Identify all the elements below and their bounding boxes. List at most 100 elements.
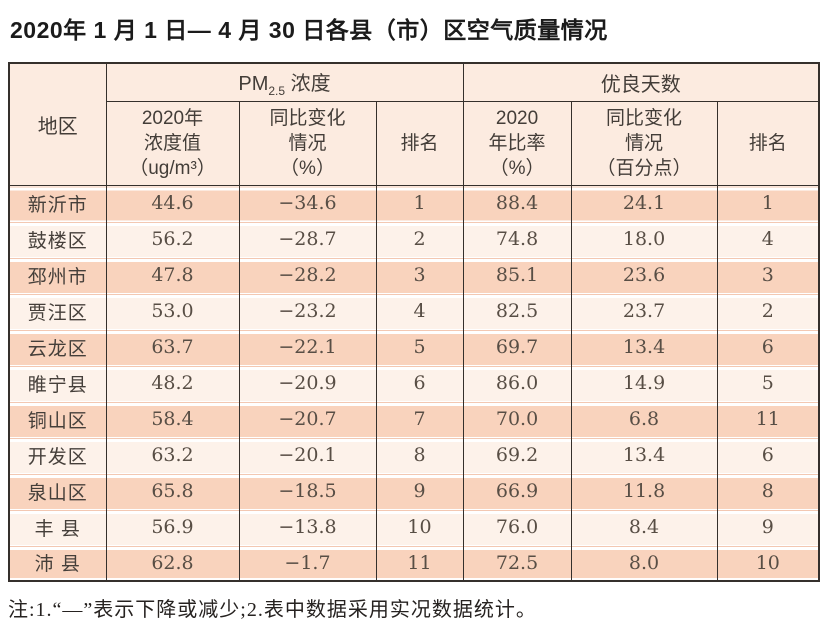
header-line: 情况 bbox=[625, 132, 664, 154]
cell-days-rank: 9 bbox=[716, 509, 820, 546]
cell-region: 泉山区 bbox=[9, 473, 106, 510]
cell-days-change: 23.7 bbox=[570, 293, 718, 330]
table-body: 新沂市 44.6 −34.6 1 88.4 24.1 1 鼓楼区 56.2 −2… bbox=[9, 185, 820, 582]
table-row: 云龙区 63.7 −22.1 5 69.7 13.4 6 bbox=[9, 329, 820, 366]
cell-days-rate: 66.9 bbox=[462, 473, 572, 510]
cell-days-change: 8.0 bbox=[570, 545, 718, 582]
cell-days-change: 24.1 bbox=[570, 185, 718, 222]
cell-days-rate: 69.7 bbox=[462, 329, 572, 366]
cell-pm-rank: 4 bbox=[375, 293, 464, 330]
air-quality-table: 地区 PM2.5 浓度 优良天数 2020年 浓度值 （ug/m³） 同比变化 … bbox=[8, 62, 821, 583]
cell-days-rate: 85.1 bbox=[462, 257, 572, 294]
header-sub-row: 2020年 浓度值 （ug/m³） 同比变化 情况 （%） 排名 2020 年比… bbox=[9, 100, 820, 186]
header-group-good-days: 优良天数 bbox=[462, 62, 820, 102]
header-line: （ug/m³） bbox=[129, 157, 216, 179]
cell-region: 丰 县 bbox=[9, 509, 106, 546]
cell-region: 铜山区 bbox=[9, 401, 106, 438]
cell-pm-rank: 8 bbox=[375, 437, 464, 474]
cell-pm-rank: 10 bbox=[375, 509, 464, 546]
cell-region: 云龙区 bbox=[9, 329, 106, 366]
table-row: 睢宁县 48.2 −20.9 6 86.0 14.9 5 bbox=[9, 365, 820, 402]
table-row: 泉山区 65.8 −18.5 9 66.9 11.8 8 bbox=[9, 473, 820, 510]
header-days-change: 同比变化 情况 （百分点） bbox=[570, 100, 718, 186]
header-line: 排名 bbox=[748, 132, 787, 154]
cell-days-change: 14.9 bbox=[570, 365, 718, 402]
cell-pm-rank: 3 bbox=[375, 257, 464, 294]
cell-days-change: 8.4 bbox=[570, 509, 718, 546]
cell-region: 新沂市 bbox=[9, 185, 106, 222]
cell-pm-change: −22.1 bbox=[238, 329, 376, 366]
cell-pm-value: 47.8 bbox=[105, 257, 239, 294]
header-line: 2020 bbox=[495, 107, 539, 129]
cell-pm-value: 58.4 bbox=[105, 401, 239, 438]
header-line: 情况 bbox=[288, 132, 327, 154]
cell-days-rank: 10 bbox=[716, 545, 820, 582]
cell-days-rate: 72.5 bbox=[462, 545, 572, 582]
cell-days-rank: 8 bbox=[716, 473, 820, 510]
cell-pm-change: −1.7 bbox=[238, 545, 376, 582]
header-line: （%） bbox=[280, 157, 335, 179]
cell-days-change: 11.8 bbox=[570, 473, 718, 510]
table-row: 新沂市 44.6 −34.6 1 88.4 24.1 1 bbox=[9, 185, 820, 222]
cell-pm-change: −34.6 bbox=[238, 185, 376, 222]
cell-pm-change: −23.2 bbox=[238, 293, 376, 330]
cell-pm-value: 56.9 bbox=[105, 509, 239, 546]
cell-days-change: 23.6 bbox=[570, 257, 718, 294]
pm-subscript: 2.5 bbox=[268, 83, 286, 98]
cell-pm-change: −18.5 bbox=[238, 473, 376, 510]
cell-pm-rank: 11 bbox=[375, 545, 464, 582]
cell-days-rank: 11 bbox=[716, 401, 820, 438]
header-pm-rank: 排名 bbox=[375, 100, 464, 186]
cell-pm-change: −20.7 bbox=[238, 401, 376, 438]
table-header: 地区 PM2.5 浓度 优良天数 2020年 浓度值 （ug/m³） 同比变化 … bbox=[8, 62, 820, 186]
header-line: 年比率 bbox=[488, 132, 546, 154]
table-row: 鼓楼区 56.2 −28.7 2 74.8 18.0 4 bbox=[9, 221, 820, 258]
table-row: 贾汪区 53.0 −23.2 4 82.5 23.7 2 bbox=[9, 293, 820, 330]
cell-region: 邳州市 bbox=[9, 257, 106, 294]
header-line: 同比变化 bbox=[606, 107, 683, 129]
header-pm-change: 同比变化 情况 （%） bbox=[238, 100, 377, 186]
cell-pm-value: 63.2 bbox=[105, 437, 239, 474]
cell-days-change: 13.4 bbox=[570, 437, 718, 474]
cell-days-rate: 69.2 bbox=[462, 437, 572, 474]
cell-days-rate: 88.4 bbox=[462, 185, 572, 222]
cell-days-rank: 6 bbox=[716, 437, 820, 474]
header-line: （%） bbox=[489, 157, 545, 179]
header-line: 排名 bbox=[400, 132, 439, 154]
table-row: 沛 县 62.8 −1.7 11 72.5 8.0 10 bbox=[9, 545, 820, 582]
cell-pm-value: 63.7 bbox=[105, 329, 239, 366]
cell-pm-rank: 2 bbox=[375, 221, 464, 258]
cell-pm-change: −20.1 bbox=[238, 437, 376, 474]
cell-pm-value: 62.8 bbox=[105, 545, 239, 582]
cell-pm-change: −28.2 bbox=[238, 257, 376, 294]
cell-pm-change: −20.9 bbox=[238, 365, 376, 402]
header-days-rate: 2020 年比率 （%） bbox=[462, 100, 572, 186]
cell-region: 睢宁县 bbox=[9, 365, 106, 402]
cell-days-rate: 82.5 bbox=[462, 293, 572, 330]
cell-pm-value: 44.6 bbox=[105, 185, 239, 222]
cell-region: 沛 县 bbox=[9, 545, 106, 582]
cell-pm-rank: 6 bbox=[375, 365, 464, 402]
footnote: 注:1.“—”表示下降或减少;2.表中数据采用实况数据统计。 bbox=[8, 599, 537, 622]
cell-pm-value: 48.2 bbox=[105, 365, 239, 402]
cell-pm-change: −28.7 bbox=[238, 221, 376, 258]
table-row: 开发区 63.2 −20.1 8 69.2 13.4 6 bbox=[9, 437, 820, 474]
header-group-row: 地区 PM2.5 浓度 优良天数 bbox=[8, 62, 820, 186]
header-region: 地区 bbox=[8, 62, 107, 186]
cell-pm-value: 56.2 bbox=[105, 221, 239, 258]
cell-days-rate: 70.0 bbox=[462, 401, 572, 438]
cell-pm-value: 53.0 bbox=[105, 293, 239, 330]
pm-label-suffix: 浓度 bbox=[285, 72, 331, 95]
cell-days-rank: 2 bbox=[716, 293, 820, 330]
cell-days-rank: 1 bbox=[716, 185, 820, 222]
cell-pm-rank: 7 bbox=[375, 401, 464, 438]
cell-pm-rank: 9 bbox=[375, 473, 464, 510]
cell-days-rank: 3 bbox=[716, 257, 820, 294]
header-line: 同比变化 bbox=[269, 107, 346, 129]
cell-pm-change: −13.8 bbox=[238, 509, 376, 546]
cell-days-rank: 4 bbox=[716, 221, 820, 258]
cell-days-rate: 86.0 bbox=[462, 365, 572, 402]
table-row: 铜山区 58.4 −20.7 7 70.0 6.8 11 bbox=[9, 401, 820, 438]
cell-pm-rank: 1 bbox=[375, 185, 464, 222]
